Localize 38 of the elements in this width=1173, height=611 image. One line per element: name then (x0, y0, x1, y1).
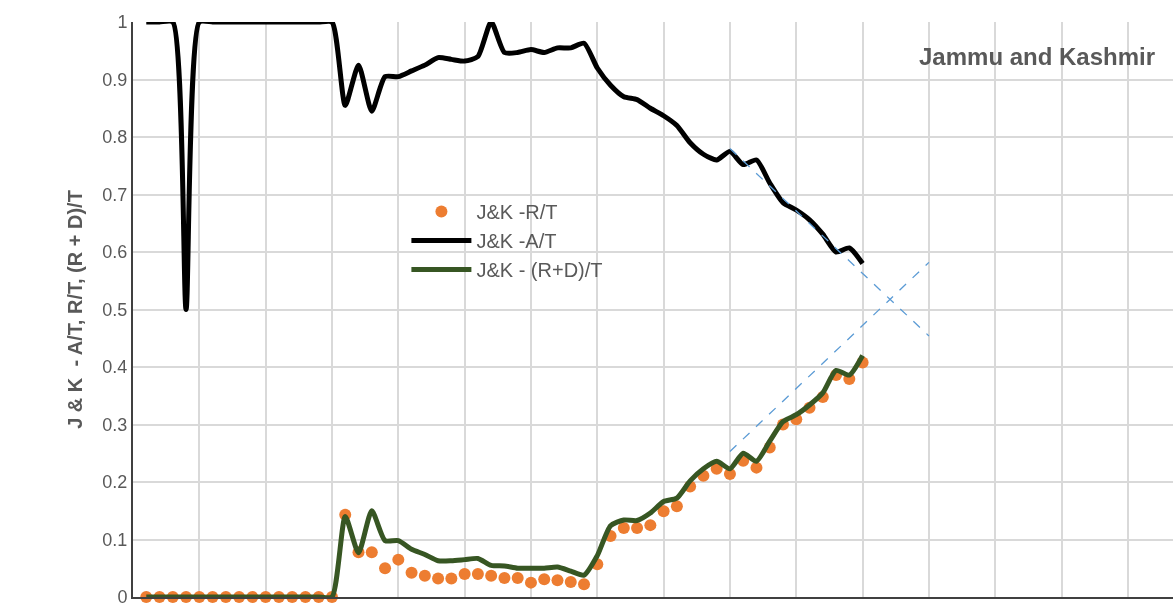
point (379, 562, 392, 575)
y-tick-label: 0 (117, 587, 128, 608)
point (418, 569, 431, 582)
y-tick-label: 0.9 (102, 69, 128, 90)
point (631, 522, 644, 534)
y-tick-label: 0.7 (102, 184, 128, 205)
point (564, 576, 577, 589)
y-tick-label: 0.4 (102, 357, 128, 378)
legend-label: J&K -R/T (476, 201, 558, 224)
legend-label: J&K - (R+D)/T (476, 259, 603, 282)
point (365, 546, 378, 559)
point (551, 574, 564, 587)
y-tick-label: 0.3 (102, 414, 128, 435)
point (644, 519, 657, 532)
point (471, 568, 484, 580)
y-tick-label: 0.8 (102, 127, 128, 148)
point (524, 576, 537, 589)
text: Jammu and Kashmir (919, 43, 1156, 70)
point (657, 505, 670, 518)
point (392, 553, 405, 566)
point (511, 572, 524, 585)
point (485, 569, 498, 582)
y-tick-label: 1 (117, 12, 128, 33)
point (670, 500, 683, 513)
point (445, 572, 458, 585)
y-axis-title: J & K - A/T, R/T, (R + D)/T (64, 190, 87, 429)
y-tick-label: 0.6 (102, 242, 128, 263)
point (432, 572, 445, 585)
y-tick-label: 0.1 (102, 529, 128, 550)
y-tick-label: 0.5 (102, 299, 128, 320)
point (578, 578, 591, 591)
y-tick-label: 0.2 (102, 472, 128, 493)
point (405, 566, 418, 579)
point (617, 522, 630, 534)
point (498, 572, 511, 585)
legend-label: J&K -A/T (476, 230, 557, 253)
point (458, 568, 471, 580)
point (538, 573, 551, 586)
